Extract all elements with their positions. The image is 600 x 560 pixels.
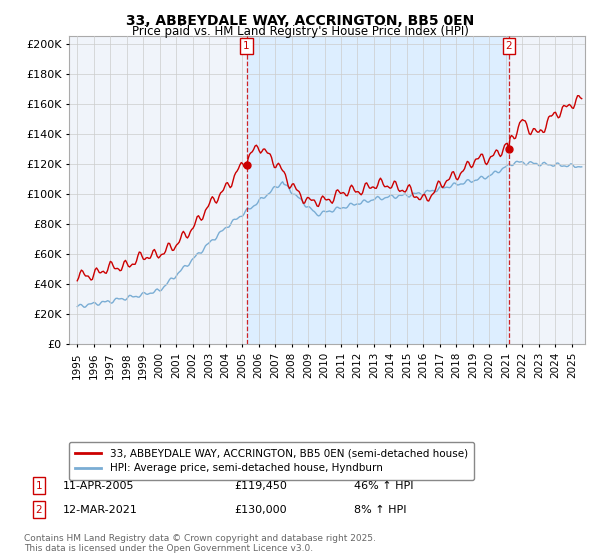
- Text: £130,000: £130,000: [234, 505, 287, 515]
- Bar: [247, 36, 509, 344]
- Legend: 33, ABBEYDALE WAY, ACCRINGTON, BB5 0EN (semi-detached house), HPI: Average price: 33, ABBEYDALE WAY, ACCRINGTON, BB5 0EN (…: [69, 442, 474, 480]
- Text: 2: 2: [506, 41, 512, 51]
- Text: 2: 2: [35, 505, 43, 515]
- Text: 46% ↑ HPI: 46% ↑ HPI: [354, 480, 413, 491]
- Text: 8% ↑ HPI: 8% ↑ HPI: [354, 505, 407, 515]
- Text: Contains HM Land Registry data © Crown copyright and database right 2025.
This d: Contains HM Land Registry data © Crown c…: [24, 534, 376, 553]
- Text: 33, ABBEYDALE WAY, ACCRINGTON, BB5 0EN: 33, ABBEYDALE WAY, ACCRINGTON, BB5 0EN: [126, 14, 474, 28]
- Text: 1: 1: [35, 480, 43, 491]
- Text: Price paid vs. HM Land Registry's House Price Index (HPI): Price paid vs. HM Land Registry's House …: [131, 25, 469, 38]
- Text: 1: 1: [243, 41, 250, 51]
- Text: 12-MAR-2021: 12-MAR-2021: [63, 505, 138, 515]
- Text: £119,450: £119,450: [234, 480, 287, 491]
- Text: 11-APR-2005: 11-APR-2005: [63, 480, 134, 491]
